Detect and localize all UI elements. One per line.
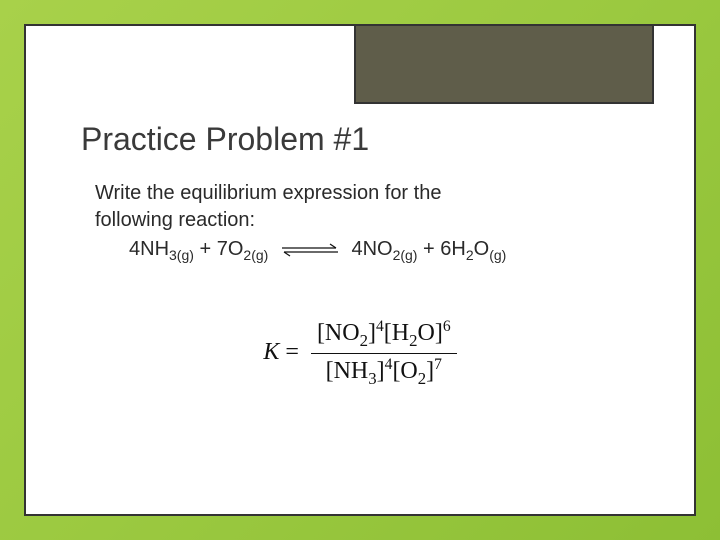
den-a-sub: 3 xyxy=(368,369,376,388)
rhs-sub-1: 2(g) xyxy=(393,247,418,263)
rhs-coef-2: 6 xyxy=(440,238,451,260)
rhs-species-2: H xyxy=(451,238,465,260)
lhs-species-2: O xyxy=(228,238,244,260)
lhs-sub-1: 3(g) xyxy=(169,247,194,263)
den-b-close: ] xyxy=(426,358,434,384)
prompt-text: Write the equilibrium expression for the… xyxy=(95,180,639,234)
denominator: [NH3]4[O2]7 xyxy=(311,354,457,389)
den-b-sup: 7 xyxy=(434,356,442,373)
equilibrium-arrow-icon xyxy=(280,243,340,257)
slide-title: Practice Problem #1 xyxy=(81,121,639,158)
k-symbol: K xyxy=(263,339,279,365)
equilibrium-expression: K = [NO2]4[H2O]6 [NH3]4[O2]7 xyxy=(81,318,639,389)
lhs-sub-2: 2(g) xyxy=(243,247,268,263)
fraction: [NO2]4[H2O]6 [NH3]4[O2]7 xyxy=(311,318,457,389)
rhs-species-1: NO xyxy=(363,238,393,260)
den-b: [O xyxy=(392,358,417,384)
num-a-close: ] xyxy=(368,320,376,346)
lhs-species-1: NH xyxy=(140,238,169,260)
lhs-coef-2: 7 xyxy=(217,238,228,260)
den-a-close: ] xyxy=(377,358,385,384)
num-a-sub: 2 xyxy=(360,331,368,350)
num-b-sup: 6 xyxy=(443,318,451,335)
prompt-line-2: following reaction: xyxy=(95,209,255,231)
rhs-coef-1: 4 xyxy=(351,238,362,260)
num-a-sup: 4 xyxy=(376,318,384,335)
rhs-sub-2b: (g) xyxy=(489,247,506,263)
corner-decoration xyxy=(354,24,654,104)
den-b-sub: 2 xyxy=(418,369,426,388)
reaction-equation: 4NH3(g) + 7O2(g) 4NO2(g) + 6H2O(g) xyxy=(129,238,639,263)
rhs-species-2b: O xyxy=(474,238,490,260)
slide-frame: Practice Problem #1 Write the equilibriu… xyxy=(24,24,696,516)
num-b: [H xyxy=(384,320,409,346)
plus-1: + xyxy=(194,238,217,260)
rhs-sub-2a: 2 xyxy=(466,247,474,263)
numerator: [NO2]4[H2O]6 xyxy=(311,318,457,354)
plus-2: + xyxy=(417,238,440,260)
num-b-sub: 2 xyxy=(409,331,417,350)
lhs-coef-1: 4 xyxy=(129,238,140,260)
num-b-o: O] xyxy=(418,320,443,346)
equals-sign: = xyxy=(279,339,305,365)
prompt-line-1: Write the equilibrium expression for the xyxy=(95,182,441,204)
den-a: [NH xyxy=(326,358,369,384)
num-a: [NO xyxy=(317,320,360,346)
